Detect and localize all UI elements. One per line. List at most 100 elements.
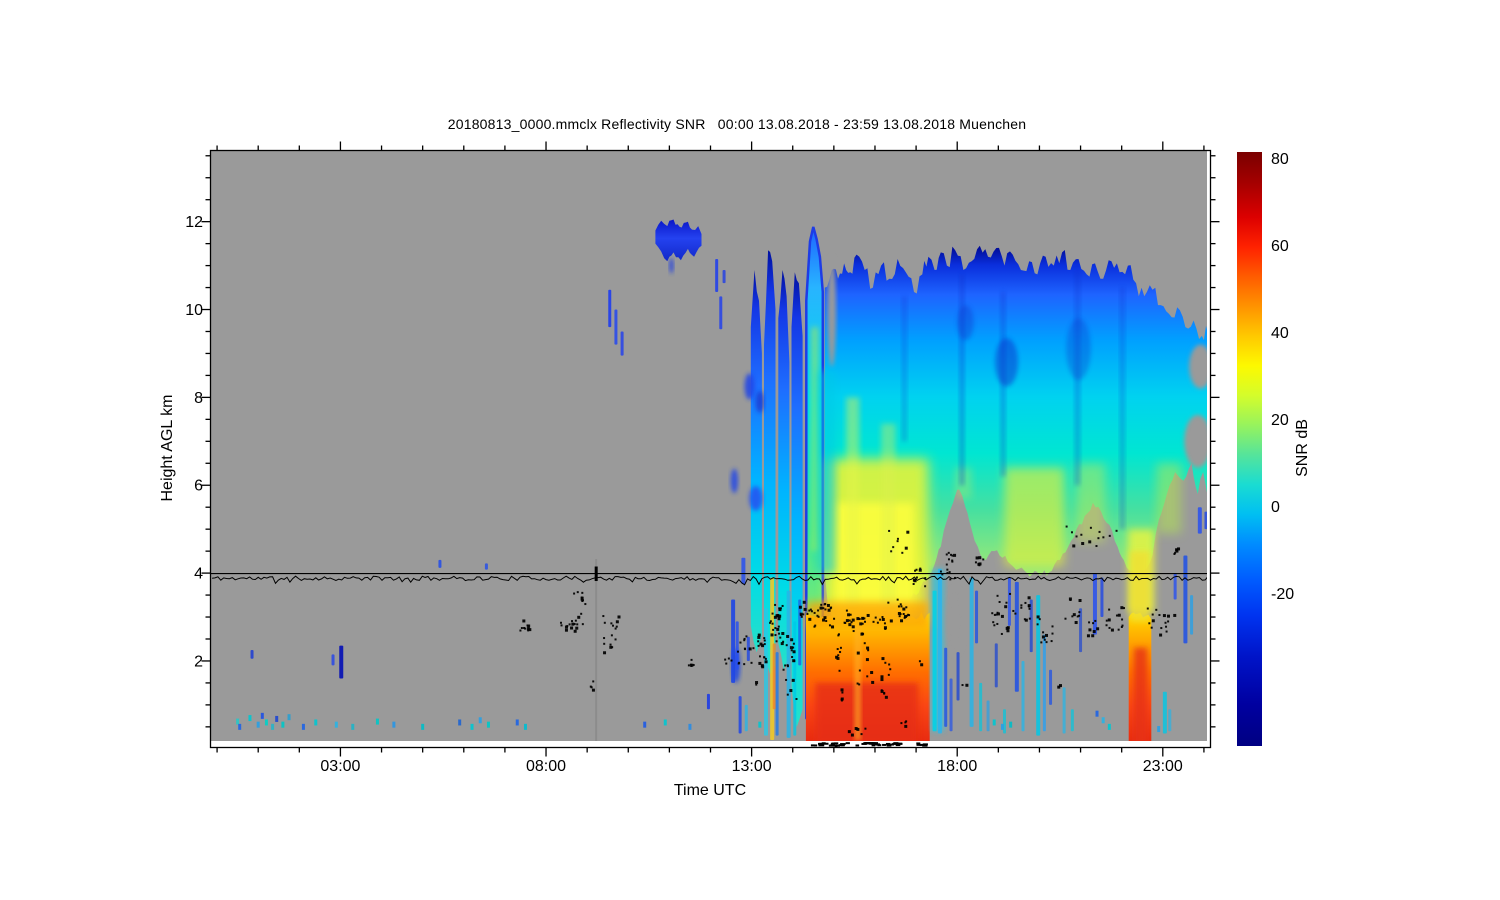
black-dot — [864, 620, 867, 623]
black-dot — [755, 683, 758, 686]
x-tick-label: 13:00 — [732, 758, 772, 775]
black-dot — [876, 621, 879, 624]
echo-blob — [995, 338, 1019, 387]
black-dot — [1004, 605, 1008, 609]
aerosol-speck — [271, 723, 275, 730]
black-dot — [950, 553, 953, 556]
black-dot — [1174, 551, 1177, 554]
black-dot — [724, 658, 727, 661]
echo-streak — [1197, 507, 1202, 534]
black-dot — [836, 656, 840, 660]
black-dot — [806, 612, 809, 615]
black-dot — [1078, 611, 1081, 614]
black-dot — [523, 626, 526, 629]
black-dot — [991, 612, 994, 615]
black-dot — [785, 678, 788, 681]
black-dot — [763, 643, 766, 646]
x-tick-label: 08:00 — [526, 758, 566, 775]
black-dot — [915, 568, 918, 571]
echo-streak — [979, 682, 983, 732]
black-dot — [919, 567, 922, 570]
black-dot — [866, 613, 870, 617]
black-dot — [864, 727, 867, 730]
echo-core-band — [881, 423, 896, 609]
black-dot — [568, 623, 571, 626]
black-dot — [775, 640, 778, 643]
echo-streak — [772, 643, 776, 710]
black-dot — [1115, 529, 1118, 532]
aerosol-speck — [1157, 726, 1161, 733]
aerosol-speck — [287, 714, 291, 721]
black-dot — [996, 594, 999, 597]
black-dot — [1057, 685, 1061, 689]
echo-streak — [1062, 687, 1066, 734]
black-dot — [887, 673, 890, 676]
black-dot — [1014, 612, 1017, 615]
black-dot — [603, 651, 607, 655]
black-dot — [757, 633, 761, 637]
black-dot — [951, 559, 954, 562]
black-dot — [526, 627, 530, 631]
black-dot — [1088, 540, 1092, 544]
black-dot — [1120, 625, 1123, 628]
black-dot — [843, 621, 846, 624]
echo-streak — [1092, 573, 1097, 635]
colorbar-layer: 80 60 40 20 0 -20 — [1237, 151, 1294, 746]
black-dot — [764, 660, 768, 664]
black-dot — [757, 640, 760, 643]
black-dot — [803, 607, 807, 611]
black-dot — [859, 622, 863, 626]
black-dot — [883, 622, 886, 625]
black-dot — [1000, 614, 1004, 618]
echo-streak — [798, 599, 802, 666]
black-dot — [817, 609, 820, 612]
black-dot — [915, 576, 918, 579]
black-dot — [918, 568, 922, 572]
black-dot — [947, 551, 950, 554]
aerosol-speck — [1000, 723, 1004, 730]
black-dot — [828, 624, 831, 627]
black-dot — [591, 688, 595, 692]
colorbar-tick-label: -20 — [1271, 586, 1294, 603]
black-dot — [743, 639, 746, 642]
black-dot — [839, 646, 842, 649]
black-dot — [692, 663, 695, 666]
black-dot — [978, 556, 982, 560]
surface-dash — [838, 744, 844, 747]
black-dot — [1094, 619, 1097, 622]
black-dot — [847, 613, 851, 617]
aerosol-speck — [458, 719, 462, 726]
echo-streak — [731, 599, 736, 683]
surface-dash — [855, 744, 860, 747]
surface-dash — [828, 744, 835, 747]
black-dot — [795, 698, 798, 701]
black-dot — [1020, 604, 1023, 607]
echo-streak — [614, 309, 618, 345]
black-dot — [905, 606, 908, 609]
aerosol-speck — [264, 719, 268, 726]
echo-streak — [735, 621, 739, 670]
echo-streak — [484, 563, 488, 570]
black-dot — [948, 571, 951, 574]
black-dot — [858, 669, 861, 672]
colorbar-tick-label: 80 — [1271, 151, 1289, 168]
black-dot — [1096, 627, 1100, 631]
black-dot — [897, 605, 900, 608]
surface-dash — [823, 742, 829, 745]
black-dot — [786, 634, 790, 638]
black-dot — [939, 570, 942, 573]
aerosol-speck — [663, 719, 667, 726]
aerosol-speck — [515, 719, 519, 726]
black-dot — [779, 607, 782, 610]
black-dot — [865, 658, 869, 662]
attenuation-line — [595, 559, 598, 741]
black-dot — [1020, 606, 1023, 609]
black-dot — [690, 664, 693, 667]
black-dot — [519, 629, 522, 632]
black-dot — [1167, 620, 1170, 623]
black-dot — [901, 551, 904, 554]
echo-streak — [250, 649, 254, 659]
black-dot — [571, 620, 574, 623]
echo-core-band — [959, 274, 965, 486]
black-dot — [871, 680, 875, 684]
